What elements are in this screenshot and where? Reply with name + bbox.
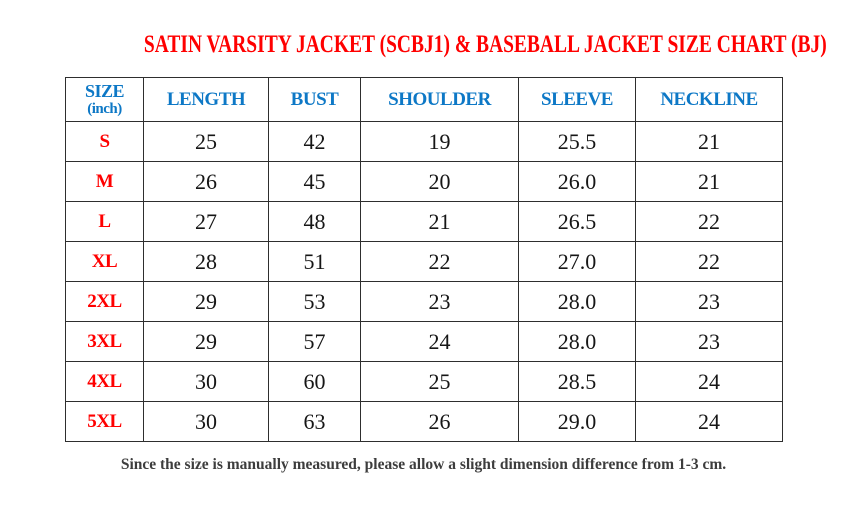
measurement-value: 29 xyxy=(143,321,269,362)
measurement-value: 30 xyxy=(143,361,269,402)
measurement-value: 23 xyxy=(360,281,519,322)
table-row: 5XL 30 63 26 29.0 24 xyxy=(65,401,783,442)
size-label: XL xyxy=(65,241,144,282)
size-header-unit: (inch) xyxy=(87,100,122,117)
measurement-value: 26 xyxy=(360,401,519,442)
size-header-label: SIZE xyxy=(84,80,125,101)
size-chart-table: SIZE (inch) LENGTH BUST SHOULDER SLEEVE … xyxy=(65,77,783,442)
column-header-sleeve: SLEEVE xyxy=(518,77,636,122)
measurement-value: 25 xyxy=(360,361,519,402)
measurement-value: 28.0 xyxy=(518,281,636,322)
size-label: S xyxy=(65,121,144,162)
table-row: M 26 45 20 26.0 21 xyxy=(65,161,783,202)
table-row: XL 28 51 22 27.0 22 xyxy=(65,241,783,282)
header-row: SIZE (inch) LENGTH BUST SHOULDER SLEEVE … xyxy=(65,77,783,122)
measurement-value: 26.0 xyxy=(518,161,636,202)
measurement-value: 26.5 xyxy=(518,201,636,242)
measurement-value: 28.0 xyxy=(518,321,636,362)
measurement-value: 28 xyxy=(143,241,269,282)
table-row: L 27 48 21 26.5 22 xyxy=(65,201,783,242)
measurement-value: 19 xyxy=(360,121,519,162)
measurement-value: 25.5 xyxy=(518,121,636,162)
measurement-value: 25 xyxy=(143,121,269,162)
size-label: 4XL xyxy=(65,361,144,402)
measurement-value: 26 xyxy=(143,161,269,202)
measurement-value: 22 xyxy=(635,241,783,282)
size-label: 5XL xyxy=(65,401,144,442)
measurement-value: 21 xyxy=(360,201,519,242)
table-row: 3XL 29 57 24 28.0 23 xyxy=(65,321,783,362)
measurement-value: 21 xyxy=(635,161,783,202)
size-label: L xyxy=(65,201,144,242)
measurement-value: 24 xyxy=(635,401,783,442)
measurement-value: 53 xyxy=(268,281,361,322)
measurement-value: 24 xyxy=(635,361,783,402)
measurement-value: 51 xyxy=(268,241,361,282)
measurement-value: 45 xyxy=(268,161,361,202)
size-label: M xyxy=(65,161,144,202)
measurement-value: 24 xyxy=(360,321,519,362)
measurement-value: 48 xyxy=(268,201,361,242)
measurement-value: 22 xyxy=(635,201,783,242)
measurement-value: 27 xyxy=(143,201,269,242)
measurement-value: 29 xyxy=(143,281,269,322)
column-header-neckline: NECKLINE xyxy=(635,77,783,122)
measurement-value: 60 xyxy=(268,361,361,402)
measurement-value: 57 xyxy=(268,321,361,362)
table-row: S 25 42 19 25.5 21 xyxy=(65,121,783,162)
column-header-shoulder: SHOULDER xyxy=(360,77,519,122)
measurement-value: 30 xyxy=(143,401,269,442)
size-table-body: S 25 42 19 25.5 21 M 26 45 20 26.0 21 L 27 48 21 26.5 22 X… xyxy=(65,121,783,442)
measurement-value: 20 xyxy=(360,161,519,202)
measurement-value: 29.0 xyxy=(518,401,636,442)
column-header-length: LENGTH xyxy=(143,77,269,122)
measurement-value: 28.5 xyxy=(518,361,636,402)
footer-note: Since the size is manually measured, ple… xyxy=(120,456,727,473)
size-label: 3XL xyxy=(65,321,144,362)
table-row: 4XL 30 60 25 28.5 24 xyxy=(65,361,783,402)
size-label: 2XL xyxy=(65,281,144,322)
column-header-size: SIZE (inch) xyxy=(65,77,144,122)
measurement-value: 42 xyxy=(268,121,361,162)
measurement-value: 63 xyxy=(268,401,361,442)
measurement-value: 23 xyxy=(635,281,783,322)
measurement-value: 27.0 xyxy=(518,241,636,282)
column-header-bust: BUST xyxy=(268,77,361,122)
table-row: 2XL 29 53 23 28.0 23 xyxy=(65,281,783,322)
measurement-value: 23 xyxy=(635,321,783,362)
page-title: SATIN VARSITY JACKET (SCBJ1) & BASEBALL … xyxy=(143,31,827,58)
measurement-value: 21 xyxy=(635,121,783,162)
measurement-value: 22 xyxy=(360,241,519,282)
